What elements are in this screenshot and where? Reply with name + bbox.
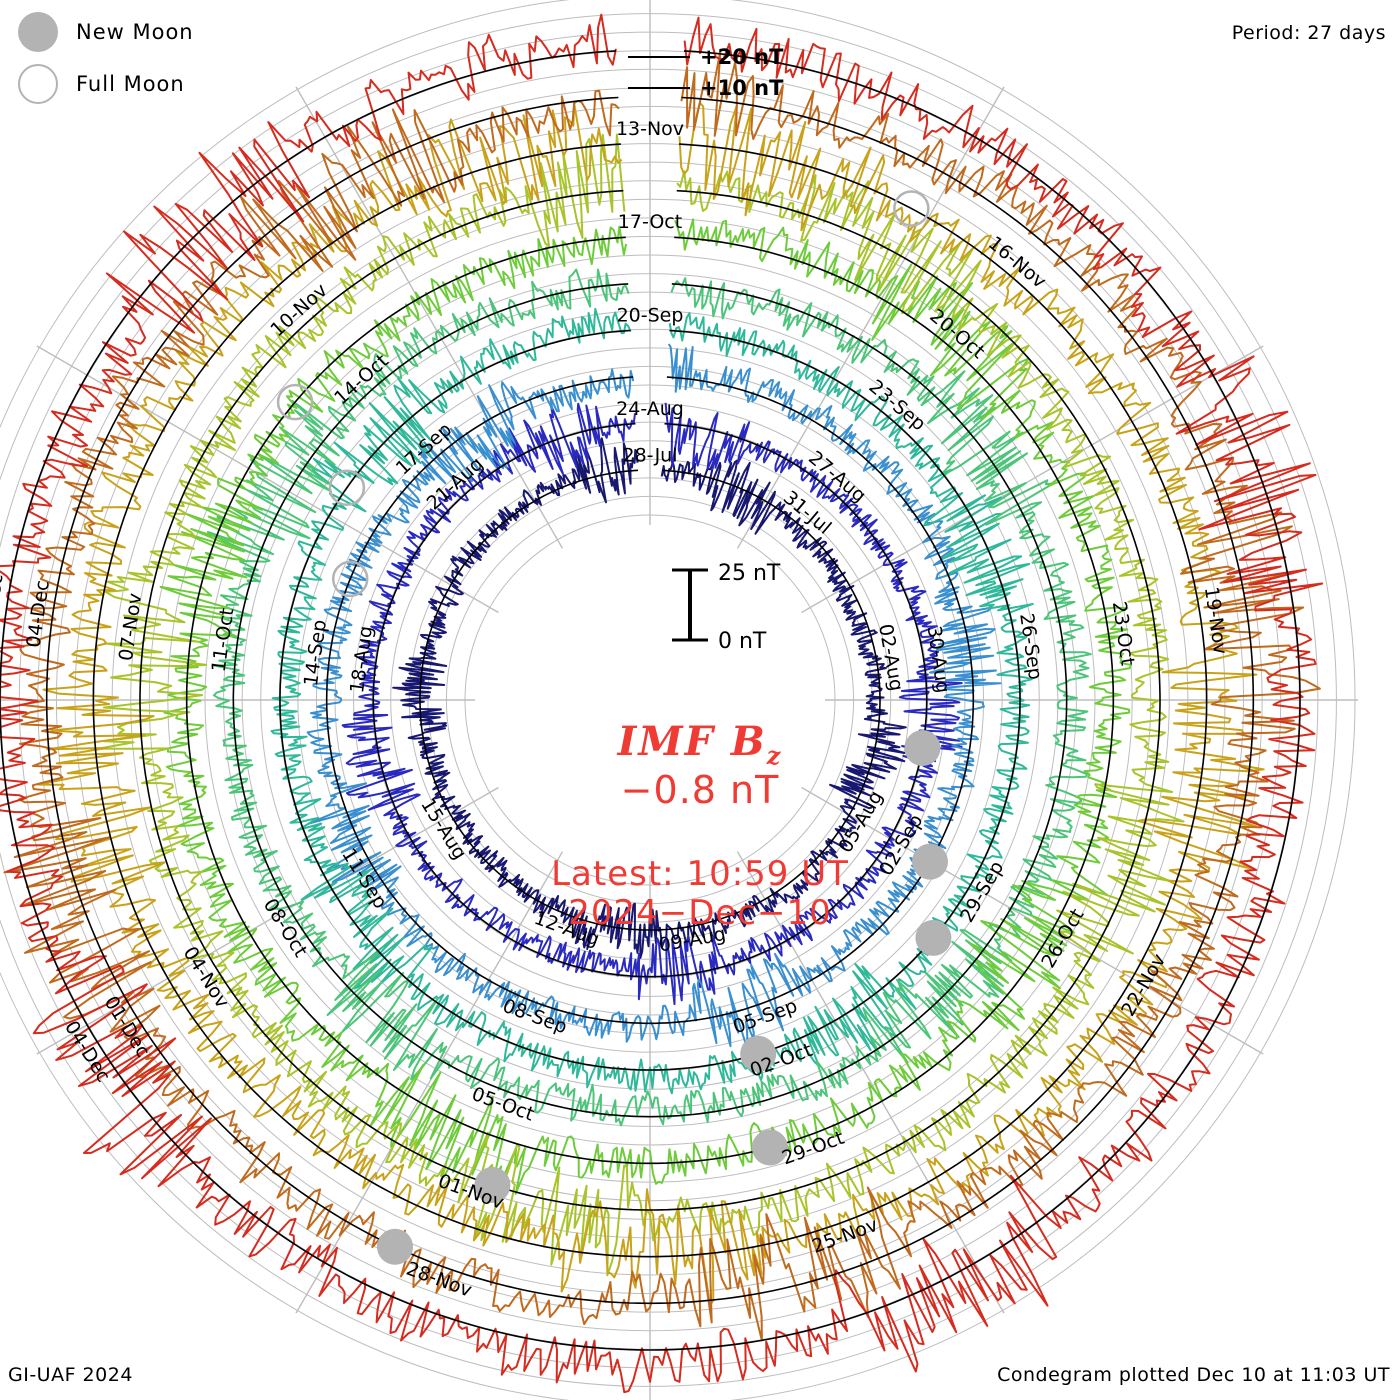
legend-item-full-moon: Full Moon <box>18 58 194 110</box>
new-moon-marker <box>740 1035 777 1072</box>
new-moon-marker <box>904 730 941 767</box>
new-moon-marker <box>912 843 949 880</box>
credit-label: GI-UAF 2024 <box>8 1364 133 1386</box>
imf-quantity-label: IMF B <box>617 718 767 765</box>
legend-item-new-moon: New Moon <box>18 6 194 58</box>
ring-date-label: 04-Dec <box>60 1017 115 1086</box>
ring-date-label: 28-Jul <box>622 445 677 467</box>
legend-label-full-moon: Full Moon <box>76 72 185 96</box>
baseline-rings <box>0 50 1301 1351</box>
new-moon-marker <box>751 1129 788 1166</box>
new-moon-marker <box>474 1167 511 1204</box>
plotted-label: Condegram plotted Dec 10 at 11:03 UT <box>997 1364 1390 1386</box>
ring-date-label: 20-Sep <box>617 305 684 327</box>
full-moon-marker <box>331 560 369 598</box>
full-moon-marker <box>276 383 314 421</box>
ring-date-label: 14-Sep <box>300 618 331 687</box>
full-moon-icon <box>18 64 58 104</box>
latest-reading: Latest: 10:59 UT 2024−Dec−10 <box>0 854 1400 934</box>
ring-date-label: 23-Oct <box>1108 600 1139 667</box>
legend-label-new-moon: New Moon <box>76 20 194 44</box>
full-moon-marker <box>328 469 366 507</box>
ring-date-label: 13-Nov <box>616 118 684 140</box>
imf-quantity-title: IMF Bz <box>0 718 1400 770</box>
latest-time: Latest: 10:59 UT <box>551 854 849 894</box>
new-moon-icon <box>18 12 58 52</box>
imf-current-value: −0.8 nT <box>620 768 780 812</box>
full-moon-marker <box>893 190 930 227</box>
data-traces <box>0 13 1324 1394</box>
new-moon-marker <box>915 919 952 956</box>
angular-gridlines <box>0 0 1358 1400</box>
ring-date-label: 17-Oct <box>618 211 682 233</box>
moon-markers <box>276 190 952 1265</box>
new-moon-marker <box>377 1228 414 1265</box>
imf-quantity-subscript: z <box>766 741 783 770</box>
period-label: Period: 27 days <box>1231 22 1386 44</box>
moon-legend: New Moon Full Moon <box>18 6 194 110</box>
latest-date: 2024−Dec−10 <box>568 893 832 934</box>
ring-date-label: 24-Aug <box>616 398 684 420</box>
